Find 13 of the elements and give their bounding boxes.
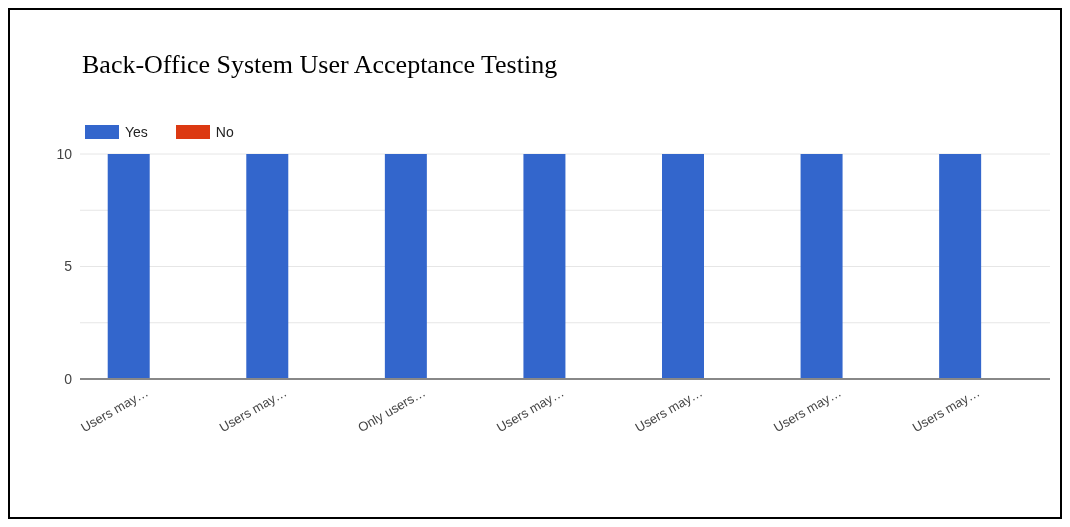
chart-title: Back-Office System User Acceptance Testing xyxy=(81,49,559,81)
legend-label: No xyxy=(214,124,234,140)
x-tick-label: Users may… xyxy=(216,384,290,436)
x-tick-label: Users may… xyxy=(78,384,151,436)
y-tick-label: 5 xyxy=(64,258,73,275)
x-tick-label: Users may… xyxy=(632,384,706,436)
legend-label: Yes xyxy=(124,124,148,140)
x-tick-label: Only users… xyxy=(355,384,428,436)
x-tick-label: Users may… xyxy=(909,384,983,436)
x-tick-label: Users may… xyxy=(493,384,567,436)
y-tick-label: 0 xyxy=(64,370,73,387)
x-tick-label: Users may… xyxy=(771,384,844,436)
y-tick-label: 10 xyxy=(56,145,73,162)
